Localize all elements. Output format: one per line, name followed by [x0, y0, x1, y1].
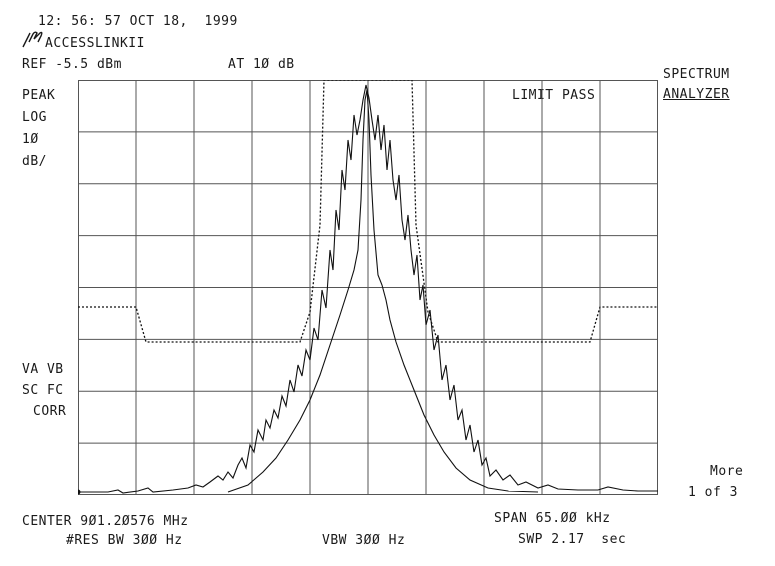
mode-title-line2: ANALYZER [663, 87, 730, 102]
center-frequency: CENTER 9Ø1.2Ø576 MHz [22, 514, 189, 529]
sweep-time: SWP 2.17 sec [518, 532, 627, 547]
frequency-span: SPAN 65.ØØ kHz [494, 511, 611, 526]
reference-marker [78, 489, 81, 495]
attenuation: AT 1Ø dB [228, 57, 295, 72]
detector-mode: PEAK [22, 88, 56, 103]
hp-logo-icon [20, 30, 44, 52]
more-softkey-label[interactable]: More [710, 464, 744, 479]
resolution-bandwidth: #RES BW 3ØØ Hz [66, 533, 183, 548]
limit-line [78, 80, 658, 343]
flags-line1: VA VB [22, 362, 64, 377]
scale-value: 1Ø [22, 132, 39, 147]
video-bandwidth: VBW 3ØØ Hz [322, 533, 406, 548]
spectrum-trace-inner [227, 89, 539, 493]
flags-line3: CORR [33, 404, 67, 419]
more-softkey-page[interactable]: 1 of 3 [688, 485, 738, 500]
flags-line2: SC FC [22, 383, 64, 398]
spectrum-display [78, 80, 658, 495]
scale-unit: dB/ [22, 154, 47, 169]
limit-status: LIMIT PASS [512, 88, 596, 103]
scale-type: LOG [22, 110, 47, 125]
timestamp: 12: 56: 57 OCT 18, 1999 [38, 14, 238, 29]
spectrum-trace-outer [78, 84, 658, 494]
reference-level: REF -5.5 dBm [22, 57, 122, 72]
mode-title-line1: SPECTRUM [663, 67, 730, 82]
device-name: ACCESSLINKII [45, 36, 145, 51]
graticule-grid [78, 80, 658, 495]
